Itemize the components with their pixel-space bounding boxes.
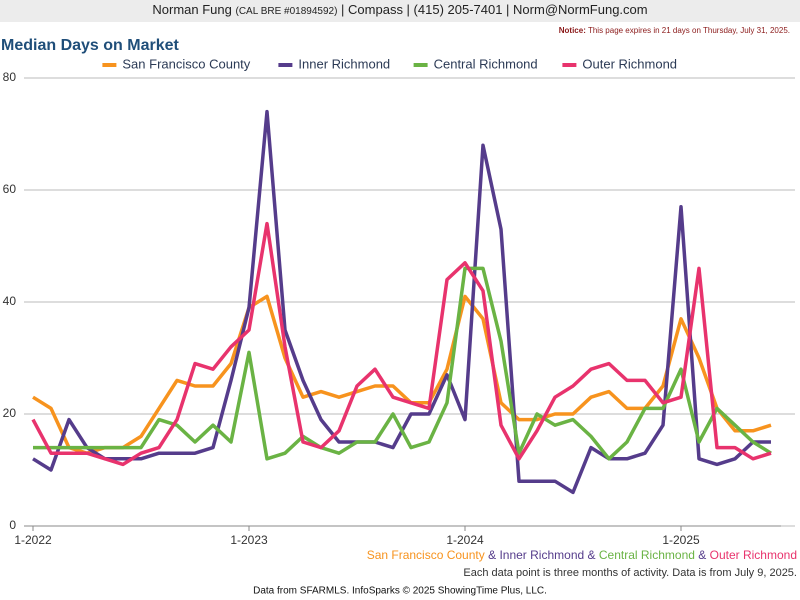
x-tick-label: 1-2024	[446, 533, 484, 547]
y-tick-label: 80	[3, 70, 17, 84]
legend-separator: &	[488, 548, 496, 562]
legend-separator: &	[588, 548, 596, 562]
header-name: Norman Fung	[152, 2, 231, 17]
header-license: (CAL BRE #01894592)	[236, 6, 338, 17]
header: Norman Fung (CAL BRE #01894592) | Compas…	[152, 2, 647, 17]
legend-label: Outer Richmond	[582, 56, 677, 71]
bottom-legend-label: San Francisco County	[367, 548, 485, 562]
series-line	[33, 266, 772, 461]
series-line	[32, 294, 772, 455]
legend-label: Central Richmond	[434, 56, 538, 71]
y-tick-label: 60	[3, 182, 17, 196]
notice: Notice: This page expires in 21 days on …	[559, 26, 790, 35]
source: Data from SFARMLS. InfoSparks © 2025 Sho…	[253, 586, 547, 597]
legend-label: San Francisco County	[122, 56, 250, 71]
bottom-legend-label: Inner Richmond	[499, 548, 584, 562]
note: Each data point is three months of activ…	[463, 567, 797, 579]
x-tick-label: 1-2025	[662, 533, 700, 547]
x-tick-label: 1-2023	[230, 533, 268, 547]
plot: 0 20 40 60 80 1-2022 1-2023 1-2024 1-2025	[3, 70, 795, 547]
notice-text: This page expires in 21 days on Thursday…	[588, 26, 790, 35]
legend-separator: &	[698, 548, 706, 562]
y-tick-label: 0	[9, 518, 16, 532]
y-tick-label: 20	[3, 406, 17, 420]
x-tick-label: 1-2022	[14, 533, 52, 547]
legend-label: Inner Richmond	[298, 56, 390, 71]
series-line	[31, 221, 772, 467]
notice-label: Notice:	[559, 26, 586, 35]
header-bar	[0, 0, 800, 22]
bottom-legend-label: Outer Richmond	[710, 548, 797, 562]
legend: San Francisco County Inner Richmond Centra…	[102, 56, 677, 71]
bottom-legend-label: Central Richmond	[599, 548, 695, 562]
bottom-legend: San Francisco County & Inner Richmond & …	[367, 548, 797, 562]
y-tick-label: 40	[3, 294, 17, 308]
chart-title: Median Days on Market	[1, 37, 180, 54]
header-contact: | Compass | (415) 205-7401 | Norm@NormFu…	[341, 2, 648, 17]
